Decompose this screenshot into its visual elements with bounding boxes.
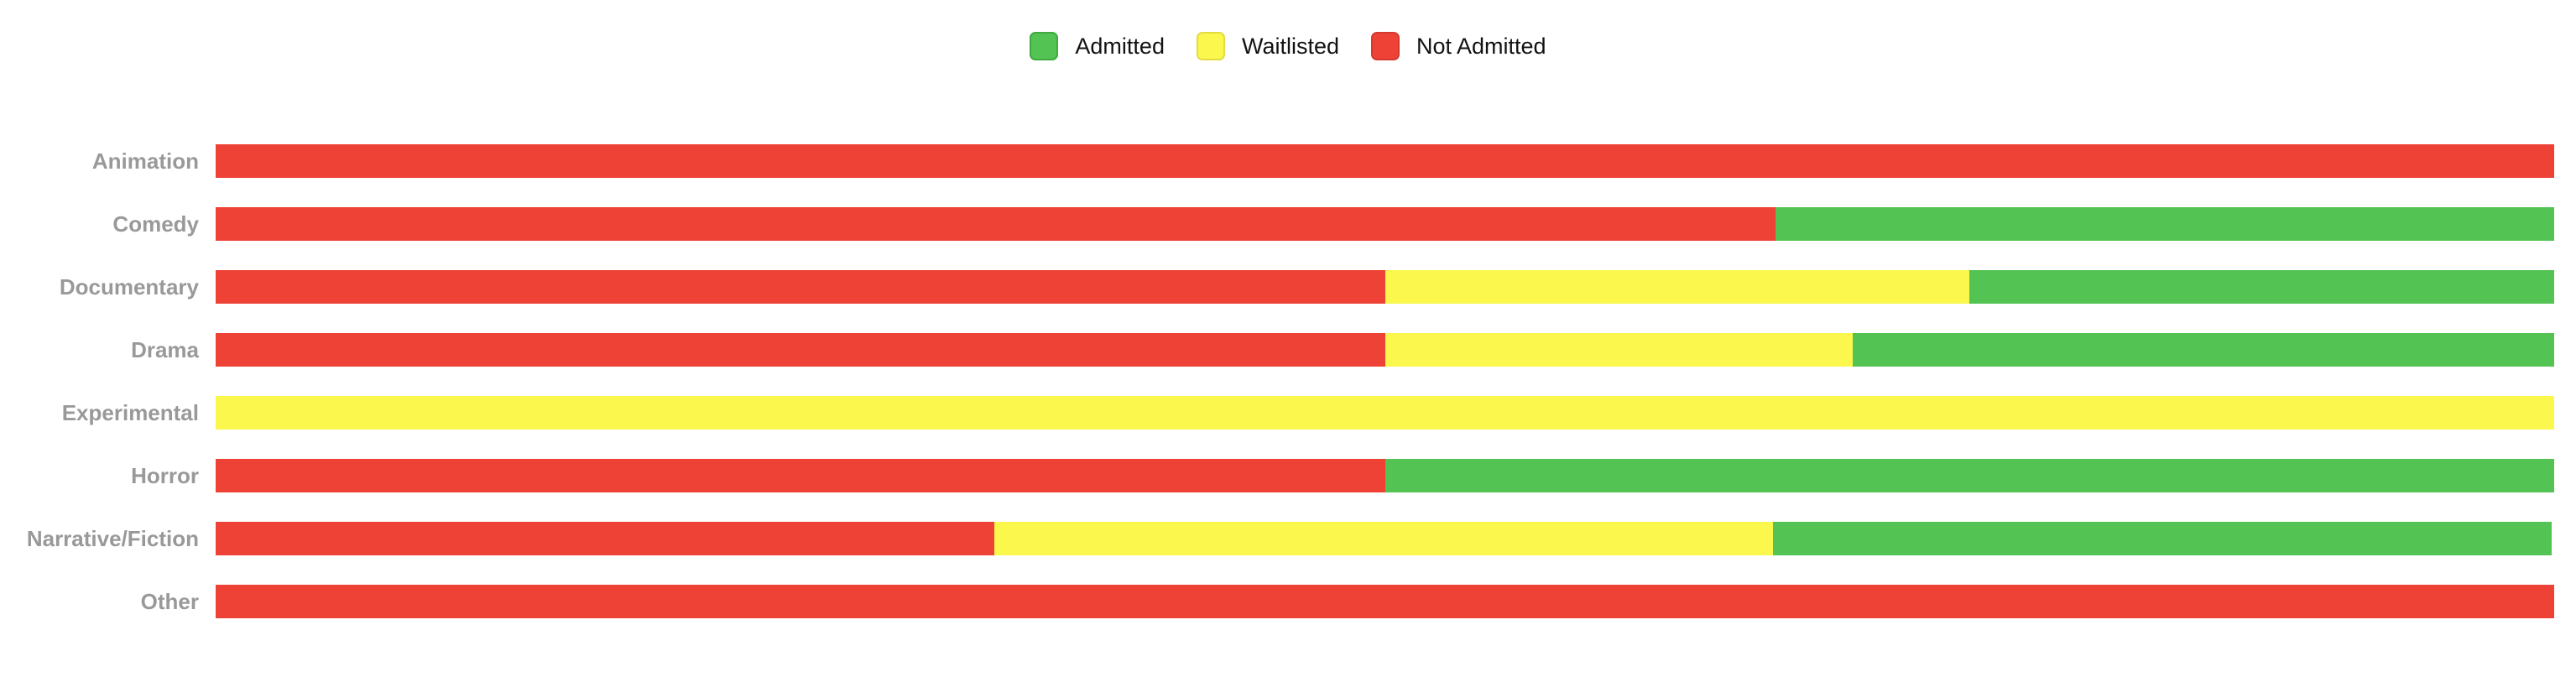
- legend-item-waitlisted[interactable]: Waitlisted: [1196, 32, 1339, 60]
- bar-segment-not-admitted: [216, 269, 1385, 304]
- bar-track: [216, 332, 2554, 367]
- bar-segment-waitlisted: [1384, 332, 1853, 367]
- bar-row-other: Other: [0, 570, 2554, 633]
- bar-row-drama: Drama: [0, 318, 2554, 381]
- category-label: Animation: [91, 148, 199, 174]
- bar-segment-not-admitted: [216, 143, 2554, 178]
- chart-legend: Admitted Waitlisted Not Admitted: [0, 32, 2576, 60]
- bar-row-horror: Horror: [0, 444, 2554, 507]
- category-label: Experimental: [61, 399, 199, 425]
- bar-segment-admitted: [1969, 269, 2554, 304]
- bar-row-narrative-fiction: Narrative/Fiction: [0, 507, 2554, 570]
- category-label: Drama: [131, 336, 199, 362]
- legend-item-not-admitted[interactable]: Not Admitted: [1371, 32, 1546, 60]
- bar-segment-admitted: [1775, 206, 2554, 241]
- bar-row-experimental: Experimental: [0, 381, 2554, 444]
- bar-segment-not-admitted: [216, 332, 1385, 367]
- not-admitted-swatch-icon: [1371, 32, 1400, 60]
- bar-row-animation: Animation: [0, 129, 2554, 192]
- bar-track: [216, 395, 2554, 430]
- category-label: Other: [140, 588, 199, 614]
- category-label: Horror: [131, 462, 199, 488]
- admitted-swatch-icon: [1030, 32, 1059, 60]
- legend-label: Not Admitted: [1416, 33, 1546, 59]
- category-label: Narrative/Fiction: [26, 525, 199, 551]
- bar-track: [216, 458, 2554, 492]
- bar-segment-waitlisted: [216, 395, 2554, 430]
- bar-segment-waitlisted: [994, 521, 1774, 555]
- category-label: Comedy: [112, 211, 199, 237]
- bar-segment-waitlisted: [1384, 269, 1970, 304]
- legend-item-admitted[interactable]: Admitted: [1030, 32, 1165, 60]
- bar-segment-not-admitted: [216, 458, 1385, 492]
- bar-segment-not-admitted: [216, 206, 1776, 241]
- bar-track: [216, 269, 2554, 304]
- bar-track: [216, 206, 2554, 241]
- category-label: Documentary: [59, 273, 199, 299]
- bar-row-documentary: Documentary: [0, 255, 2554, 318]
- bar-segment-admitted: [1384, 458, 2554, 492]
- bar-track: [216, 521, 2554, 555]
- bar-segment-not-admitted: [216, 521, 995, 555]
- waitlisted-swatch-icon: [1196, 32, 1225, 60]
- chart-rows: Animation Comedy Documentary Drama Exper…: [0, 129, 2554, 633]
- bar-track: [216, 143, 2554, 178]
- bar-track: [216, 584, 2554, 618]
- bar-segment-admitted: [1852, 332, 2554, 367]
- bar-segment-not-admitted: [216, 584, 2554, 618]
- bar-segment-admitted: [1773, 521, 2553, 555]
- bar-row-comedy: Comedy: [0, 192, 2554, 255]
- legend-label: Admitted: [1075, 33, 1165, 59]
- legend-label: Waitlisted: [1241, 33, 1339, 59]
